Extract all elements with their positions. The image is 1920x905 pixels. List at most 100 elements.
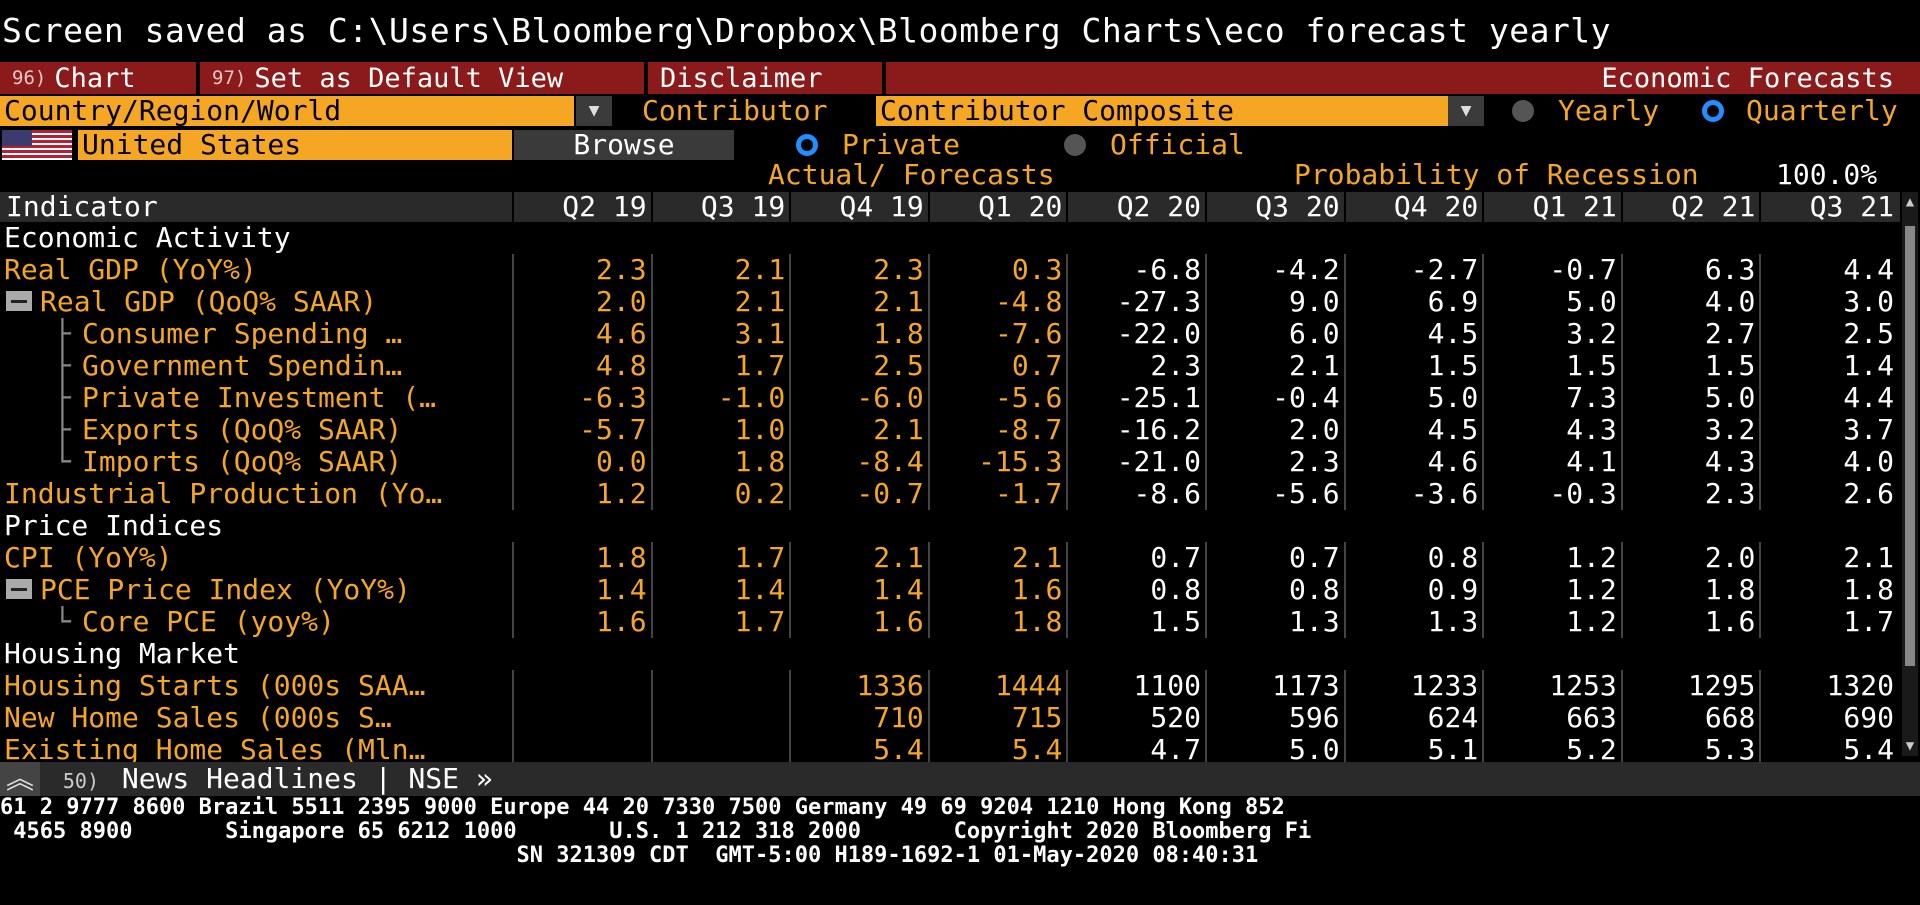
indicator-label[interactable]: PCE Price Index (YoY%)	[40, 574, 411, 606]
column-header[interactable]: Q3 19	[650, 192, 790, 222]
value-cell[interactable]: -6.0	[856, 381, 924, 414]
value-cell[interactable]: 4.3	[1704, 445, 1756, 478]
column-header[interactable]: Q3 21	[1759, 192, 1898, 222]
value-cell[interactable]: 2.0	[1704, 541, 1756, 574]
private-radio[interactable]	[796, 134, 818, 156]
value-cell[interactable]: 0.8	[1289, 573, 1340, 606]
value-cell[interactable]: 1.6	[1011, 573, 1063, 606]
value-cell[interactable]: 6.9	[1427, 285, 1479, 318]
region-dropdown-arrow-icon[interactable]: ▼	[576, 96, 612, 126]
value-cell[interactable]: 668	[1704, 701, 1756, 734]
value-cell[interactable]: 2.1	[734, 285, 786, 318]
value-cell[interactable]: -2.7	[1410, 253, 1479, 286]
value-cell[interactable]: 1.8	[873, 317, 924, 350]
value-cell[interactable]: 663	[1566, 701, 1617, 734]
value-cell[interactable]: 1.7	[734, 349, 786, 382]
value-cell[interactable]: 624	[1427, 701, 1479, 734]
value-cell[interactable]: 1.7	[734, 605, 786, 638]
value-cell[interactable]: 1.8	[1843, 573, 1894, 606]
value-cell[interactable]: 1295	[1687, 669, 1756, 702]
value-cell[interactable]: 2.1	[1289, 349, 1340, 382]
indicator-label[interactable]: Real GDP (QoQ% SAAR)	[40, 286, 378, 318]
indicator-label[interactable]: Real GDP (YoY%)	[4, 254, 257, 286]
table-row[interactable]: Existing Home Sales (Mln… 5.4 5.4 4.7 5.0 5.1…	[0, 734, 1900, 766]
news-bar[interactable]: ︽ 50) News Headlines | NSE »	[0, 762, 1920, 796]
value-cell[interactable]: 1320	[1826, 669, 1894, 702]
table-scrollbar[interactable]: ▲ ▼	[1902, 192, 1918, 756]
official-radio[interactable]	[1064, 134, 1086, 156]
value-cell[interactable]: 4.0	[1704, 285, 1756, 318]
value-cell[interactable]: 1.4	[596, 573, 647, 606]
value-cell[interactable]: 2.5	[1843, 317, 1894, 350]
value-cell[interactable]: -5.6	[994, 381, 1063, 414]
value-cell[interactable]: 5.0	[1704, 381, 1756, 414]
indicator-label[interactable]: Exports (QoQ% SAAR)	[82, 414, 403, 446]
value-cell[interactable]: 3.1	[734, 317, 786, 350]
value-cell[interactable]: 4.0	[1843, 445, 1894, 478]
value-cell[interactable]: 5.1	[1427, 733, 1479, 766]
table-row[interactable]: └ Imports (QoQ% SAAR) 0.0 1.8 -8.4 -15.3 -21.0…	[0, 446, 1900, 478]
value-cell[interactable]: 3.7	[1843, 413, 1894, 446]
value-cell[interactable]: -0.7	[856, 477, 924, 510]
value-cell[interactable]: 715	[1011, 701, 1063, 734]
column-header[interactable]: Q2 21	[1620, 192, 1760, 222]
value-cell[interactable]: 4.4	[1843, 381, 1894, 414]
value-cell[interactable]: 1173	[1272, 669, 1340, 702]
value-cell[interactable]: 2.7	[1704, 317, 1756, 350]
table-row[interactable]: Industrial Production (Yo… 1.2 0.2 -0.7 -1.7…	[0, 478, 1900, 510]
indicator-label[interactable]: Private Investment (…	[82, 382, 437, 414]
value-cell[interactable]: 0.9	[1427, 573, 1479, 606]
value-cell[interactable]: -8.4	[856, 445, 924, 478]
table-row[interactable]: Housing Starts (000s SAA… 1336 1444 1100 117…	[0, 670, 1900, 702]
value-cell[interactable]: 0.2	[734, 477, 786, 510]
value-cell[interactable]: 1.5	[1566, 349, 1617, 382]
table-row[interactable]: ├ Government Spendin… 4.8 1.7 2.5 0.7 2.3 2.1 1.…	[0, 350, 1900, 382]
value-cell[interactable]: 4.6	[596, 317, 647, 350]
value-cell[interactable]: 1.5	[1704, 349, 1756, 382]
value-cell[interactable]: 1.2	[1566, 541, 1617, 574]
value-cell[interactable]: -0.7	[1549, 253, 1617, 286]
table-row[interactable]: └ Core PCE (yoy%) 1.6 1.7 1.6 1.8 1.5 1.3 1.3 1.2…	[0, 606, 1900, 638]
value-cell[interactable]: 0.7	[1150, 541, 1201, 574]
value-cell[interactable]: 3.0	[1843, 285, 1894, 318]
value-cell[interactable]: 5.2	[1566, 733, 1617, 766]
value-cell[interactable]: 0.3	[1011, 253, 1063, 286]
value-cell[interactable]: -6.8	[1133, 253, 1201, 286]
contributor-dropdown[interactable]: Contributor Composite	[876, 96, 1448, 126]
value-cell[interactable]: 4.6	[1427, 445, 1479, 478]
value-cell[interactable]: 2.1	[1011, 541, 1063, 574]
value-cell[interactable]: 1253	[1549, 669, 1617, 702]
value-cell[interactable]: 4.7	[1150, 733, 1201, 766]
column-header[interactable]: Q1 21	[1482, 192, 1621, 222]
value-cell[interactable]: 1.8	[734, 445, 786, 478]
table-row[interactable]: PCE Price Index (YoY%) 1.4 1.4 1.4 1.6 0.8 0.8…	[0, 574, 1900, 606]
region-dropdown[interactable]: Country/Region/World	[0, 96, 574, 126]
value-cell[interactable]: 1.6	[873, 605, 924, 638]
value-cell[interactable]: 1.8	[1011, 605, 1063, 638]
value-cell[interactable]: 4.5	[1427, 317, 1479, 350]
table-row[interactable]: CPI (YoY%) 1.8 1.7 2.1 2.1 0.7 0.7 0.8 1.2 2.0 2.1	[0, 542, 1900, 574]
value-cell[interactable]: -7.6	[994, 317, 1063, 350]
indicator-label[interactable]: Government Spendin…	[82, 350, 403, 382]
value-cell[interactable]: 2.1	[1843, 541, 1894, 574]
value-cell[interactable]: 1.4	[734, 573, 786, 606]
value-cell[interactable]: -25.1	[1116, 381, 1201, 414]
value-cell[interactable]: -1.7	[994, 477, 1063, 510]
value-cell[interactable]: 2.1	[873, 541, 924, 574]
collapse-icon[interactable]	[6, 291, 32, 311]
value-cell[interactable]: 2.0	[1289, 413, 1340, 446]
value-cell[interactable]: 1.2	[1566, 605, 1617, 638]
value-cell[interactable]: 2.1	[873, 413, 924, 446]
value-cell[interactable]: 2.6	[1843, 477, 1894, 510]
value-cell[interactable]: 4.8	[596, 349, 647, 382]
quarterly-radio[interactable]	[1702, 100, 1724, 122]
value-cell[interactable]: 2.3	[1150, 349, 1201, 382]
value-cell[interactable]: -8.7	[994, 413, 1063, 446]
value-cell[interactable]: 1.0	[734, 413, 786, 446]
value-cell[interactable]: 4.3	[1566, 413, 1617, 446]
value-cell[interactable]	[651, 702, 790, 734]
table-row[interactable]: New Home Sales (000s S… 710 715 520 596 624 66…	[0, 702, 1900, 734]
indicator-label[interactable]: CPI (YoY%)	[4, 542, 173, 574]
table-row[interactable]: ├ Exports (QoQ% SAAR) -5.7 1.0 2.1 -8.7 -16.2 2…	[0, 414, 1900, 446]
value-cell[interactable]: 4.5	[1427, 413, 1479, 446]
